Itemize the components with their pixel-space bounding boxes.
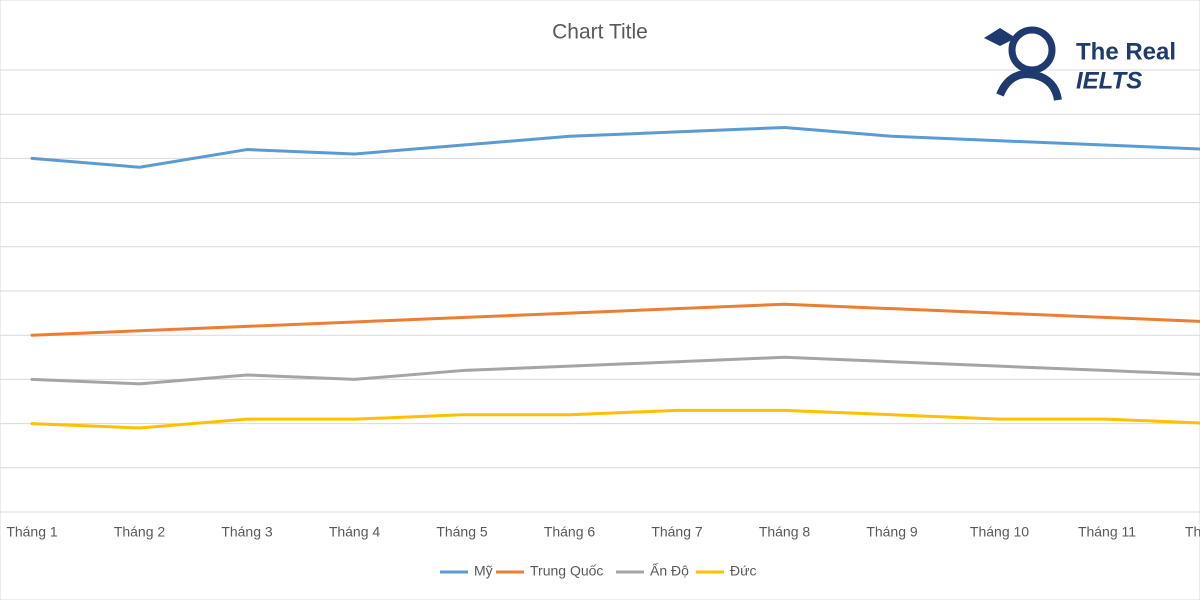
chart-title: Chart Title <box>552 21 648 44</box>
x-tick-label: Tháng 1 <box>6 524 58 540</box>
logo-cap <box>984 28 1016 46</box>
logo-icon <box>1008 26 1056 74</box>
legend-label: Trung Quốc <box>530 563 603 579</box>
series-line <box>30 355 1200 386</box>
logo-text: IELTS <box>1076 67 1142 94</box>
x-tick-label: Tháng 11 <box>1078 524 1136 540</box>
x-tick-label: Tháng 4 <box>329 524 381 540</box>
x-tick-label: Tháng 2 <box>114 524 166 540</box>
logo-text: The Real <box>1076 38 1176 65</box>
x-tick-label: Tháng 5 <box>436 524 488 540</box>
series-line <box>30 125 1200 169</box>
legend: Mỹ Trung Quốc Ấn Độ Đức <box>440 563 756 579</box>
x-tick-label: Tháng 7 <box>651 524 703 540</box>
x-tick-label: Tháng 12 <box>1185 524 1200 540</box>
x-tick-label: Tháng 10 <box>970 524 1029 540</box>
legend-label: Ấn Độ <box>650 563 689 579</box>
logo-icon <box>996 70 1062 101</box>
series-line <box>30 302 1200 337</box>
legend-label: Mỹ <box>474 563 493 579</box>
legend-label: Đức <box>730 563 756 579</box>
logo: The Real IELTS <box>984 26 1176 101</box>
x-tick-label: Tháng 8 <box>759 524 811 540</box>
series-line <box>30 408 1200 430</box>
x-tick-label: Tháng 6 <box>544 524 596 540</box>
plot <box>30 125 1200 430</box>
x-tick-label: Tháng 3 <box>221 524 273 540</box>
x-tick-label: Tháng 9 <box>866 524 918 540</box>
